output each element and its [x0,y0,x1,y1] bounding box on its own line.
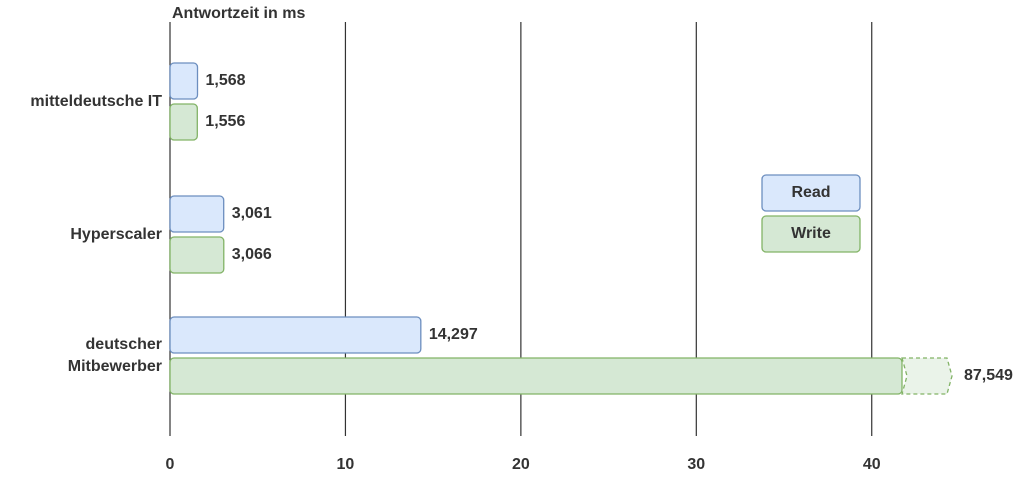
bar [169,103,198,141]
bar [169,236,225,274]
bar [169,195,225,233]
value-label: 3,066 [232,246,272,263]
bar-break [901,357,953,395]
value-label: 1,556 [205,113,245,130]
bar [169,62,199,100]
value-label: 1,568 [206,72,246,89]
x-tick-label: 40 [863,456,881,473]
value-label: 3,061 [232,205,272,222]
category-label: mitteldeutsche IT [30,92,162,110]
x-tick-label: 20 [512,456,530,473]
chart-title: Antwortzeit in ms [172,5,305,22]
legend-swatch [761,174,861,212]
legend-label: Write [791,225,831,242]
legend-label: Read [791,184,830,201]
value-label: 87,549 [964,367,1013,384]
x-tick-label: 0 [166,456,175,473]
category-label: deutscher Mitbewerber [67,335,162,375]
legend-swatch [761,215,861,253]
category-label: Hyperscaler [70,225,162,243]
x-tick-label: 10 [337,456,355,473]
x-tick-label: 30 [687,456,705,473]
broken-bar [169,357,953,395]
bar [169,316,422,354]
value-label: 14,297 [429,326,478,343]
bar [169,357,903,395]
